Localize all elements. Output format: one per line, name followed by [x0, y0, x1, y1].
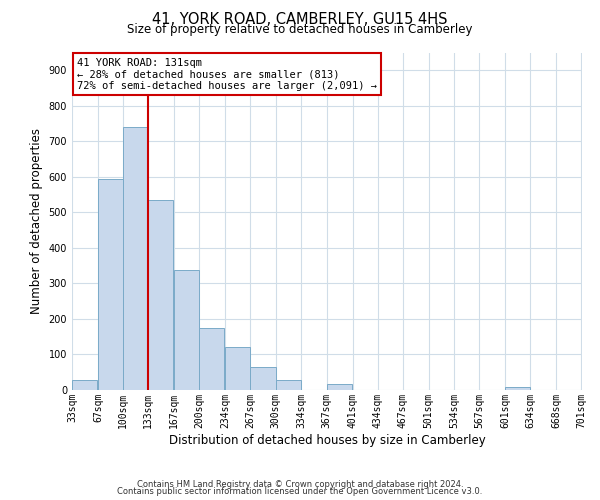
Bar — [326, 384, 352, 390]
Bar — [174, 270, 199, 390]
Text: 41, YORK ROAD, CAMBERLEY, GU15 4HS: 41, YORK ROAD, CAMBERLEY, GU15 4HS — [152, 12, 448, 28]
Bar — [123, 127, 148, 390]
Text: Size of property relative to detached houses in Camberley: Size of property relative to detached ho… — [127, 22, 473, 36]
Bar — [505, 387, 530, 390]
Bar — [199, 328, 224, 390]
Bar — [250, 367, 275, 390]
Bar — [148, 200, 173, 390]
Text: Contains HM Land Registry data © Crown copyright and database right 2024.: Contains HM Land Registry data © Crown c… — [137, 480, 463, 489]
Text: Contains public sector information licensed under the Open Government Licence v3: Contains public sector information licen… — [118, 487, 482, 496]
Bar — [98, 180, 123, 390]
X-axis label: Distribution of detached houses by size in Camberley: Distribution of detached houses by size … — [169, 434, 485, 446]
Bar — [72, 380, 97, 390]
Bar — [275, 380, 301, 390]
Text: 41 YORK ROAD: 131sqm
← 28% of detached houses are smaller (813)
72% of semi-deta: 41 YORK ROAD: 131sqm ← 28% of detached h… — [77, 58, 377, 91]
Y-axis label: Number of detached properties: Number of detached properties — [30, 128, 43, 314]
Bar — [225, 348, 250, 390]
